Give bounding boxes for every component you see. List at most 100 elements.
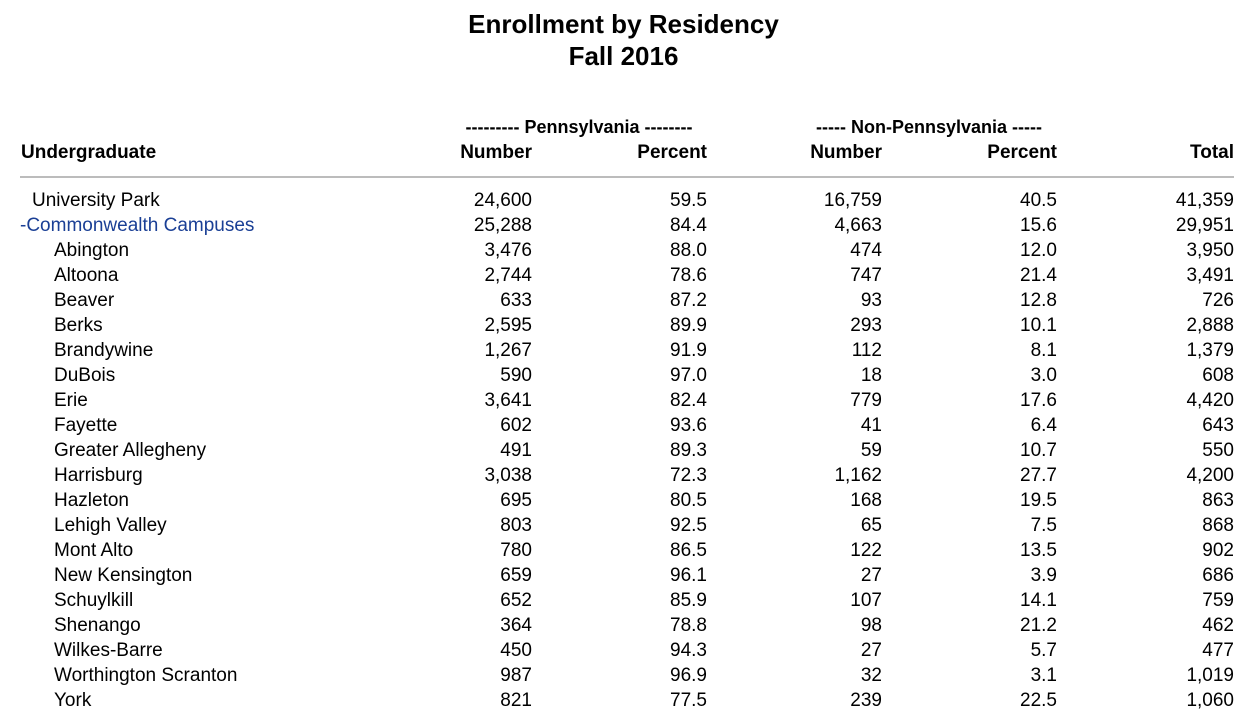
table-row: New Kensington 659 96.1 27 3.9 686 [0, 563, 1251, 588]
pa-percent-cell: 59.5 [670, 190, 707, 211]
total-cell: 759 [1202, 590, 1234, 611]
pa-percent-cell: 89.3 [670, 440, 707, 461]
table-row: Altoona 2,744 78.6 747 21.4 3,491 [0, 263, 1251, 288]
pa-number-cell: 602 [500, 415, 532, 436]
npa-number-cell: 16,759 [823, 190, 882, 211]
total-cell: 1,379 [1186, 340, 1234, 361]
pa-number-cell: 491 [500, 440, 532, 461]
pa-number-cell: 1,267 [484, 340, 532, 361]
campus-name: Fayette [54, 415, 118, 436]
total-cell: 686 [1202, 565, 1234, 586]
npa-number-cell: 27 [860, 565, 882, 586]
pa-percent-cell: 96.1 [670, 565, 707, 586]
npa-number-cell: 41 [860, 415, 882, 436]
pa-percent-cell: 96.9 [670, 665, 707, 686]
pa-number-cell: 364 [500, 615, 532, 636]
total-cell: 608 [1202, 365, 1234, 386]
total-cell: 477 [1202, 640, 1234, 661]
pa-number-cell: 590 [500, 365, 532, 386]
table-row: Berks 2,595 89.9 293 10.1 2,888 [0, 313, 1251, 338]
campus-name: Mont Alto [54, 540, 134, 561]
pa-percent-cell: 97.0 [670, 365, 707, 386]
page-title: Enrollment by Residency [468, 9, 779, 39]
total-cell: 902 [1202, 540, 1234, 561]
pa-number-cell: 652 [500, 590, 532, 611]
npa-percent-cell: 12.0 [1020, 240, 1057, 261]
table-row: Wilkes-Barre 450 94.3 27 5.7 477 [0, 638, 1251, 663]
npa-percent-cell: 19.5 [1020, 490, 1057, 511]
npa-number-cell: 293 [850, 315, 882, 336]
pa-percent-cell: 82.4 [670, 390, 707, 411]
total-cell: 1,060 [1186, 690, 1234, 711]
pa-percent-cell: 78.6 [670, 265, 707, 286]
pa-number-cell: 659 [500, 565, 532, 586]
total-cell: 643 [1202, 415, 1234, 436]
table-row: Harrisburg 3,038 72.3 1,162 27.7 4,200 [0, 463, 1251, 488]
npa-number-cell: 112 [851, 340, 882, 361]
non-pennsylvania-group-header: ----- Non-Pennsylvania ----- [816, 117, 1042, 137]
campus-name: Berks [54, 315, 103, 336]
campus-name: Harrisburg [54, 465, 143, 486]
table-row: Greater Allegheny 491 89.3 59 10.7 550 [0, 438, 1251, 463]
campus-name: Schuylkill [54, 590, 134, 611]
npa-number-cell: 98 [860, 615, 882, 636]
total-cell: 868 [1202, 515, 1234, 536]
total-cell: 726 [1202, 290, 1234, 311]
npa-percent-cell: 15.6 [1020, 215, 1057, 236]
npa-percent-cell: 8.1 [1030, 340, 1057, 361]
table-row: University Park 24,600 59.5 16,759 40.5 41,35… [0, 188, 1251, 213]
pa-number-cell: 3,641 [484, 390, 532, 411]
pa-percent-cell: 92.5 [670, 515, 707, 536]
header-divider [20, 176, 1234, 178]
campus-name: Beaver [54, 290, 115, 311]
table-row: Schuylkill 652 85.9 107 14.1 759 [0, 588, 1251, 613]
pa-percent-column-header: Percent [637, 142, 707, 163]
campus-name: Worthington Scranton [54, 665, 238, 686]
npa-percent-cell: 10.1 [1020, 315, 1057, 336]
npa-percent-cell: 14.1 [1020, 590, 1057, 611]
npa-percent-cell: 17.6 [1020, 390, 1057, 411]
campus-name: University Park [32, 190, 160, 211]
campus-name: Greater Allegheny [54, 440, 207, 461]
npa-percent-cell: 3.1 [1030, 665, 1057, 686]
pa-percent-cell: 86.5 [670, 540, 707, 561]
table-row: Erie 3,641 82.4 779 17.6 4,420 [0, 388, 1251, 413]
pa-percent-cell: 85.9 [670, 590, 707, 611]
npa-number-cell: 122 [850, 540, 882, 561]
npa-percent-cell: 10.7 [1020, 440, 1057, 461]
npa-number-cell: 107 [850, 590, 882, 611]
campus-name: York [54, 690, 92, 711]
npa-percent-cell: 21.4 [1020, 265, 1057, 286]
campus-name: New Kensington [54, 565, 193, 586]
pa-percent-cell: 89.9 [670, 315, 707, 336]
table-row: -Commonwealth Campuses 25,288 84.4 4,663 15.… [0, 213, 1251, 238]
npa-number-cell: 168 [850, 490, 882, 511]
pa-number-cell: 450 [500, 640, 532, 661]
npa-number-cell: 27 [860, 640, 882, 661]
npa-number-cell: 32 [860, 665, 882, 686]
campus-name: Wilkes-Barre [54, 640, 163, 661]
campus-name: Abington [54, 240, 130, 261]
table-row: DuBois 590 97.0 18 3.0 608 [0, 363, 1251, 388]
npa-number-cell: 474 [850, 240, 882, 261]
pa-number-cell: 780 [500, 540, 532, 561]
npa-percent-cell: 21.2 [1020, 615, 1057, 636]
pa-number-cell: 2,595 [484, 315, 532, 336]
pa-number-cell: 821 [500, 690, 532, 711]
campus-name: Lehigh Valley [54, 515, 167, 536]
total-cell: 29,951 [1175, 215, 1234, 236]
pa-number-cell: 3,038 [484, 465, 532, 486]
commonwealth-campuses-link[interactable]: -Commonwealth Campuses [20, 215, 255, 236]
npa-number-cell: 65 [860, 515, 882, 536]
npa-number-cell: 93 [860, 290, 882, 311]
npa-number-cell: 59 [860, 440, 882, 461]
npa-percent-cell: 5.7 [1030, 640, 1057, 661]
campus-name: Altoona [54, 265, 119, 286]
pa-number-cell: 633 [500, 290, 532, 311]
pa-percent-cell: 93.6 [670, 415, 707, 436]
total-cell: 3,491 [1186, 265, 1234, 286]
npa-percent-cell: 3.9 [1030, 565, 1057, 586]
npa-percent-cell: 6.4 [1030, 415, 1057, 436]
total-cell: 462 [1202, 615, 1234, 636]
pa-number-column-header: Number [460, 142, 532, 163]
